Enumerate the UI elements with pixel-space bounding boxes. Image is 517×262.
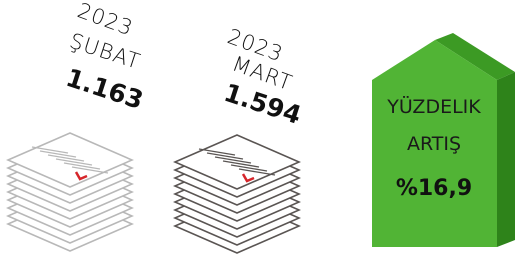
increase-label: ARTIŞ [407, 133, 461, 155]
house-side [497, 72, 515, 247]
paper-stacks [8, 133, 299, 253]
paper-stack [175, 135, 299, 253]
paper-stack [8, 133, 132, 251]
increase-value: %16,9 [396, 176, 472, 201]
infographic: 2023 ŞUBAT 1.163 2023 MART 1.594 YÜZDELI… [0, 0, 517, 262]
increase-label: YÜZDELIK [386, 95, 481, 118]
page: 2023 ŞUBAT 1.163 2023 MART 1.594 YÜZDELI… [0, 0, 517, 262]
